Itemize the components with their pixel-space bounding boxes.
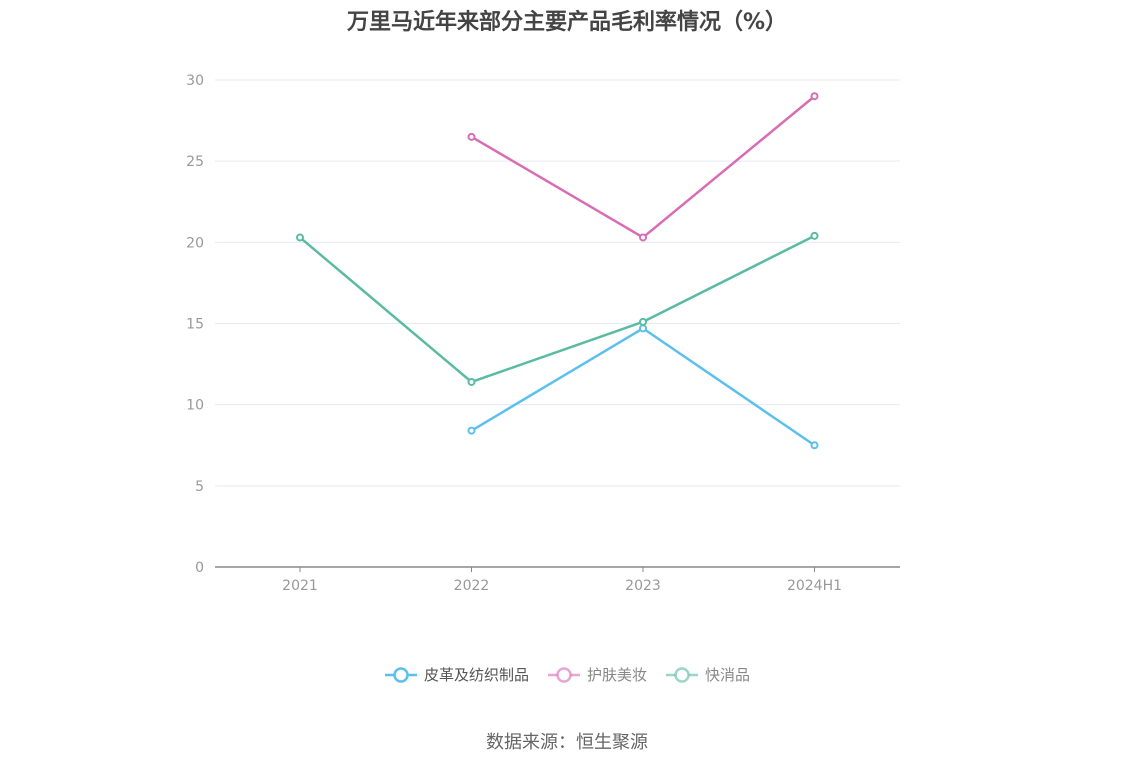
x-tick-label: 2022 xyxy=(454,578,490,594)
y-tick-label: 0 xyxy=(195,560,204,576)
legend-item[interactable]: 皮革及纺织制品 xyxy=(384,664,529,685)
data-point xyxy=(639,324,647,333)
y-tick-label: 10 xyxy=(186,398,204,414)
legend-item[interactable]: 快消品 xyxy=(665,664,750,685)
x-tick-label: 2024H1 xyxy=(787,578,842,594)
y-tick-label: 20 xyxy=(186,235,204,251)
data-point xyxy=(810,441,819,450)
legend-label: 护肤美妆 xyxy=(586,666,647,684)
chart-title: 万里马近年来部分主要产品毛利率情况（%） xyxy=(346,10,788,35)
y-axis-ticks: 0 5 10 15 20 25 30 xyxy=(186,73,204,576)
legend-item[interactable]: 护肤美妆 xyxy=(547,664,647,685)
y-tick-label: 30 xyxy=(186,73,204,89)
data-point xyxy=(467,377,476,386)
series-line-1 xyxy=(470,95,816,239)
legend-marker-icon xyxy=(384,666,417,683)
x-axis: 2021 2022 2023 2024H1 xyxy=(215,566,900,594)
series-line-0 xyxy=(470,327,816,447)
y-tick-label: 5 xyxy=(195,479,204,495)
y-tick-label: 15 xyxy=(186,317,204,333)
series-lines xyxy=(299,95,816,447)
data-point xyxy=(810,92,819,101)
legend-label: 皮革及纺织制品 xyxy=(423,666,529,684)
grid-lines xyxy=(215,79,900,487)
data-point xyxy=(639,233,647,242)
legend: 皮革及纺织制品 护肤美妆 快消品 xyxy=(0,664,1134,685)
data-point xyxy=(467,426,476,435)
legend-label: 快消品 xyxy=(705,666,751,684)
y-tick-label: 25 xyxy=(186,154,204,170)
x-tick-label: 2021 xyxy=(282,578,318,594)
legend-marker-icon xyxy=(666,666,698,683)
data-point xyxy=(810,231,819,240)
series-line-2 xyxy=(299,234,816,384)
data-point xyxy=(296,233,304,242)
data-point xyxy=(467,132,476,141)
source-note: 数据来源：恒生聚源 xyxy=(486,732,648,753)
series-points xyxy=(296,92,819,450)
data-point xyxy=(639,317,647,326)
legend-marker-icon xyxy=(547,666,580,683)
line-chart: 0 5 10 15 20 25 30 2021 2022 2023 2024H1 xyxy=(186,73,900,594)
x-tick-label: 2023 xyxy=(625,578,661,594)
